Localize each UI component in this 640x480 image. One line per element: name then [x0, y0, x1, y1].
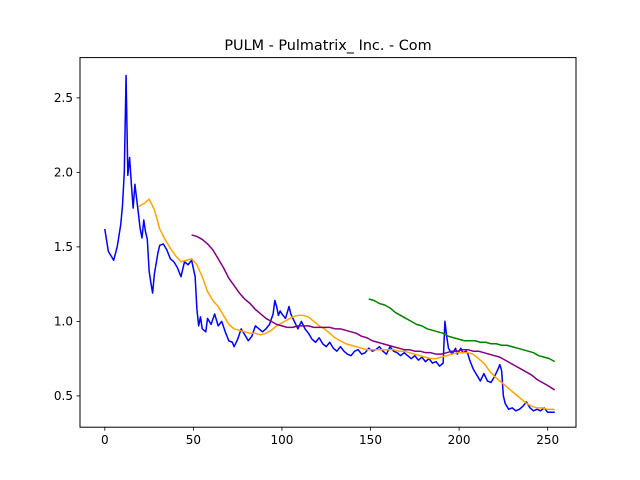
series-line-1	[138, 198, 555, 411]
y-axis-ticks: 0.5 1.0 1.5 2.0 2.5	[54, 91, 80, 403]
x-tick-label: 250	[536, 433, 559, 447]
chart-title: PULM - Pulmatrix_ Inc. - Com	[224, 38, 431, 54]
x-tick-label: 150	[359, 433, 382, 447]
x-tick-label: 100	[270, 433, 293, 447]
series-line-2	[191, 234, 556, 391]
y-tick-label: 0.5	[54, 389, 73, 403]
x-tick-label: 50	[186, 433, 201, 447]
plot-frame	[79, 57, 577, 428]
y-tick-label: 2.0	[54, 166, 73, 180]
plot-lines	[104, 74, 556, 414]
series-line-3	[368, 298, 556, 363]
series-line-0	[104, 74, 555, 414]
x-tick-label: 200	[448, 433, 471, 447]
y-tick-label: 1.5	[54, 240, 73, 254]
x-tick-label: 0	[101, 433, 109, 447]
y-tick-label: 1.0	[54, 315, 73, 329]
y-tick-label: 2.5	[54, 91, 73, 105]
x-axis-ticks: 0 50 100 150 200 250	[101, 427, 559, 447]
